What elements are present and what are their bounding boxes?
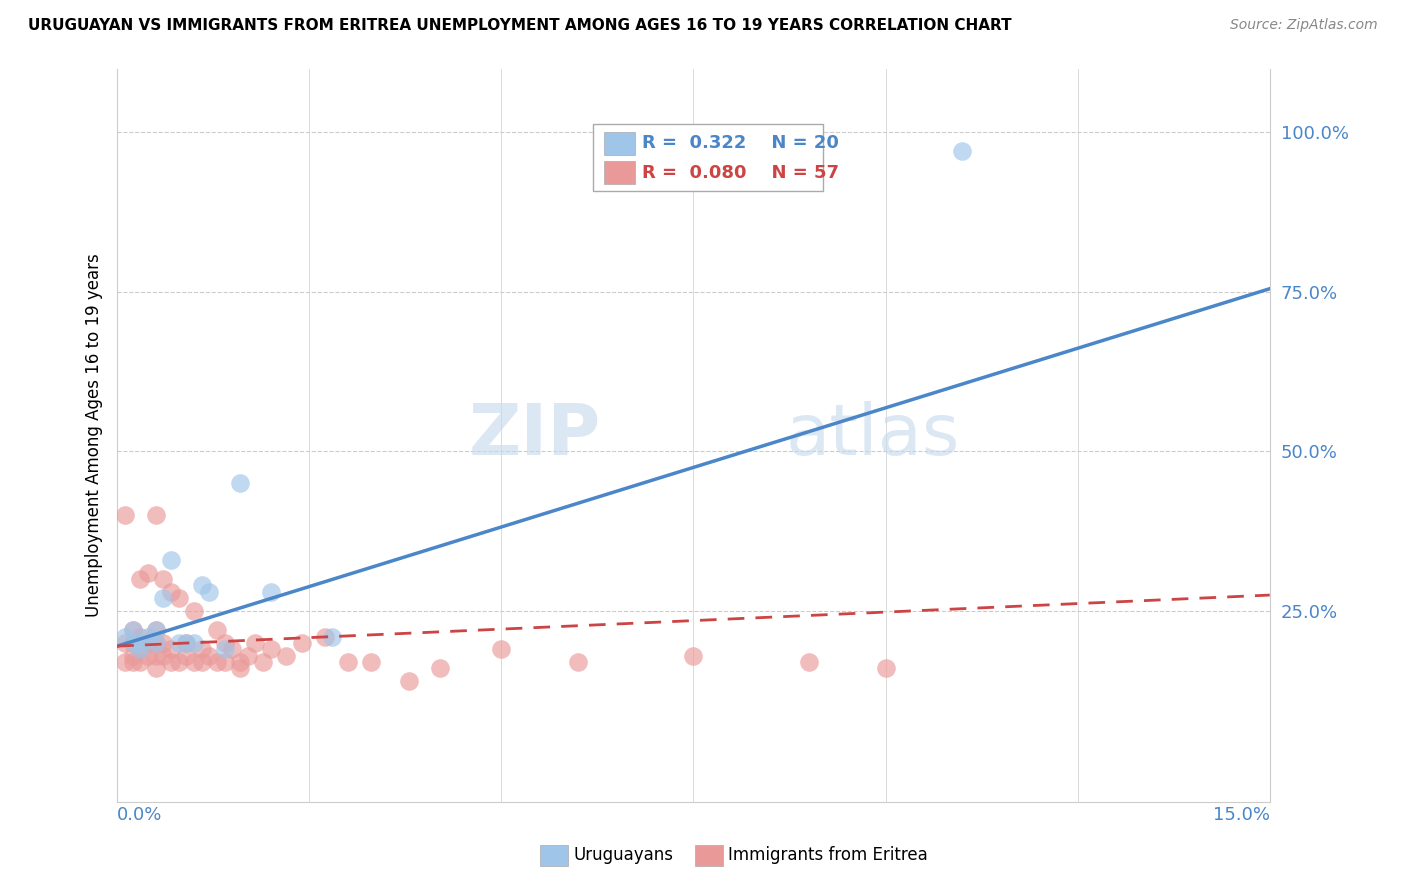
Point — [136, 636, 159, 650]
Point — [145, 508, 167, 523]
Point — [321, 630, 343, 644]
Point — [336, 655, 359, 669]
Point — [152, 648, 174, 663]
Point — [145, 623, 167, 637]
Point — [205, 623, 228, 637]
FancyBboxPatch shape — [593, 124, 823, 191]
Point — [121, 623, 143, 637]
Point — [260, 585, 283, 599]
Point — [121, 655, 143, 669]
Point — [214, 636, 236, 650]
Point — [129, 642, 152, 657]
Point — [121, 623, 143, 637]
Point — [152, 636, 174, 650]
Point — [682, 648, 704, 663]
Point — [129, 655, 152, 669]
Point — [214, 655, 236, 669]
Point — [152, 591, 174, 606]
Point — [183, 604, 205, 618]
Point — [129, 630, 152, 644]
Point — [245, 636, 267, 650]
Point — [167, 636, 190, 650]
Text: atlas: atlas — [786, 401, 960, 470]
Point — [160, 655, 183, 669]
Point — [797, 655, 820, 669]
Point — [114, 508, 136, 523]
Text: Uruguayans: Uruguayans — [574, 847, 673, 864]
Point — [129, 636, 152, 650]
Point — [221, 642, 243, 657]
Text: Source: ZipAtlas.com: Source: ZipAtlas.com — [1230, 18, 1378, 32]
Point — [567, 655, 589, 669]
Text: Immigrants from Eritrea: Immigrants from Eritrea — [728, 847, 928, 864]
Text: 15.0%: 15.0% — [1213, 805, 1270, 823]
Point — [145, 648, 167, 663]
Point — [136, 648, 159, 663]
Point — [214, 642, 236, 657]
Point — [183, 655, 205, 669]
Point — [190, 655, 212, 669]
Point — [190, 642, 212, 657]
Point — [491, 642, 513, 657]
Point — [236, 648, 259, 663]
Point — [229, 655, 252, 669]
Point — [160, 585, 183, 599]
Point — [398, 674, 420, 689]
Point — [152, 572, 174, 586]
Point — [114, 630, 136, 644]
FancyBboxPatch shape — [603, 161, 634, 185]
Point — [291, 636, 314, 650]
Point — [167, 655, 190, 669]
Text: R =  0.080    N = 57: R = 0.080 N = 57 — [641, 164, 838, 182]
Point — [252, 655, 274, 669]
Point — [190, 578, 212, 592]
Point — [260, 642, 283, 657]
Point — [183, 636, 205, 650]
Point — [198, 648, 221, 663]
Point — [176, 636, 198, 650]
Text: ZIP: ZIP — [470, 401, 602, 470]
Point — [176, 648, 198, 663]
Point — [121, 636, 143, 650]
Point — [121, 648, 143, 663]
Point — [114, 655, 136, 669]
Point — [950, 145, 973, 159]
Point — [276, 648, 298, 663]
Point — [145, 623, 167, 637]
Point — [136, 630, 159, 644]
Point — [121, 636, 143, 650]
Point — [205, 655, 228, 669]
Point — [229, 476, 252, 491]
Point — [129, 572, 152, 586]
Point — [145, 661, 167, 675]
Point — [229, 661, 252, 675]
Point — [145, 636, 167, 650]
Point — [129, 642, 152, 657]
Point — [136, 566, 159, 580]
Text: 0.0%: 0.0% — [117, 805, 163, 823]
Point — [145, 636, 167, 650]
Point — [114, 636, 136, 650]
Point — [160, 553, 183, 567]
Point — [875, 661, 897, 675]
FancyBboxPatch shape — [603, 132, 634, 155]
Point — [167, 591, 190, 606]
Point — [198, 585, 221, 599]
Point — [360, 655, 382, 669]
Point — [160, 642, 183, 657]
Y-axis label: Unemployment Among Ages 16 to 19 years: Unemployment Among Ages 16 to 19 years — [86, 253, 103, 617]
Point — [314, 630, 336, 644]
Text: R =  0.322    N = 20: R = 0.322 N = 20 — [641, 135, 838, 153]
Text: URUGUAYAN VS IMMIGRANTS FROM ERITREA UNEMPLOYMENT AMONG AGES 16 TO 19 YEARS CORR: URUGUAYAN VS IMMIGRANTS FROM ERITREA UNE… — [28, 18, 1012, 33]
Point — [429, 661, 451, 675]
Point — [176, 636, 198, 650]
